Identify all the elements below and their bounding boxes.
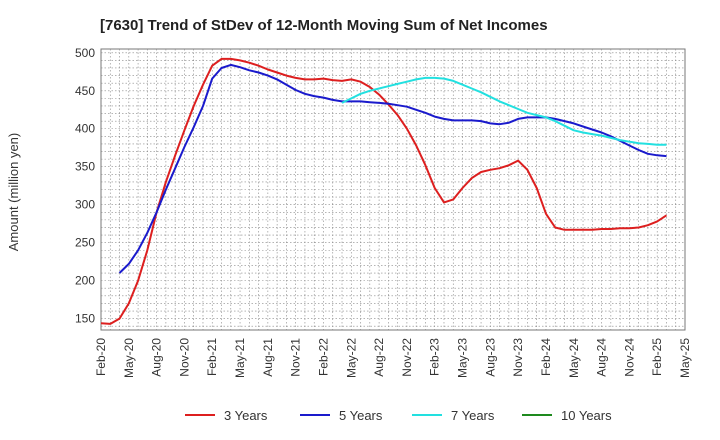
legend-label: 3 Years [224, 408, 268, 423]
series-lines [100, 57, 668, 325]
x-tick-label: May-22 [344, 338, 358, 378]
y-tick-label: 350 [75, 160, 95, 174]
series-line-3-years [100, 57, 668, 325]
x-tick-label: May-25 [678, 338, 692, 378]
x-tick-label: Feb-22 [316, 338, 330, 376]
x-tick-label: Nov-21 [289, 338, 303, 377]
x-tick-label: Nov-20 [177, 338, 191, 377]
y-tick-label: 500 [75, 46, 95, 60]
y-tick-label: 250 [75, 236, 95, 250]
x-axis-ticks: Feb-20 May-20 Aug-20 Nov-20 Feb-21 May-21 Aug-… [94, 338, 692, 378]
legend-label: 5 Years [339, 408, 383, 423]
chart-title: [7630] Trend of StDev of 12-Month Moving… [100, 17, 548, 34]
x-tick-label: Nov-23 [511, 338, 525, 377]
series-line-5-years [118, 63, 667, 274]
x-tick-label: Aug-20 [150, 338, 164, 377]
y-tick-label: 150 [75, 312, 95, 326]
x-tick-label: Feb-24 [539, 338, 553, 376]
x-tick-label: Feb-23 [428, 338, 442, 376]
x-tick-label: Feb-25 [650, 338, 664, 376]
x-tick-label: May-24 [567, 338, 581, 378]
x-tick-label: Nov-24 [622, 338, 636, 377]
x-tick-label: Aug-23 [483, 338, 497, 377]
x-tick-label: Aug-24 [595, 338, 609, 377]
x-tick-label: May-23 [456, 338, 470, 378]
series-line-7-years [341, 76, 667, 146]
x-tick-label: Aug-21 [261, 338, 275, 377]
y-tick-label: 300 [75, 198, 95, 212]
x-tick-label: Aug-22 [372, 338, 386, 377]
y-tick-label: 200 [75, 274, 95, 288]
y-axis-label: Amount (million yen) [6, 133, 21, 252]
plot-area [100, 48, 686, 331]
legend: 3 Years 5 Years 7 Years 10 Years [185, 408, 612, 423]
x-tick-label: Feb-21 [205, 338, 219, 376]
x-tick-label: May-21 [233, 338, 247, 378]
x-tick-label: Feb-20 [94, 338, 108, 376]
y-axis-ticks: 150 200 250 300 350 400 450 500 [75, 46, 95, 326]
x-tick-label: Nov-22 [400, 338, 414, 377]
y-tick-label: 400 [75, 122, 95, 136]
legend-label: 7 Years [451, 408, 495, 423]
legend-label: 10 Years [561, 408, 612, 423]
x-tick-label: May-20 [122, 338, 136, 378]
y-tick-label: 450 [75, 84, 95, 98]
